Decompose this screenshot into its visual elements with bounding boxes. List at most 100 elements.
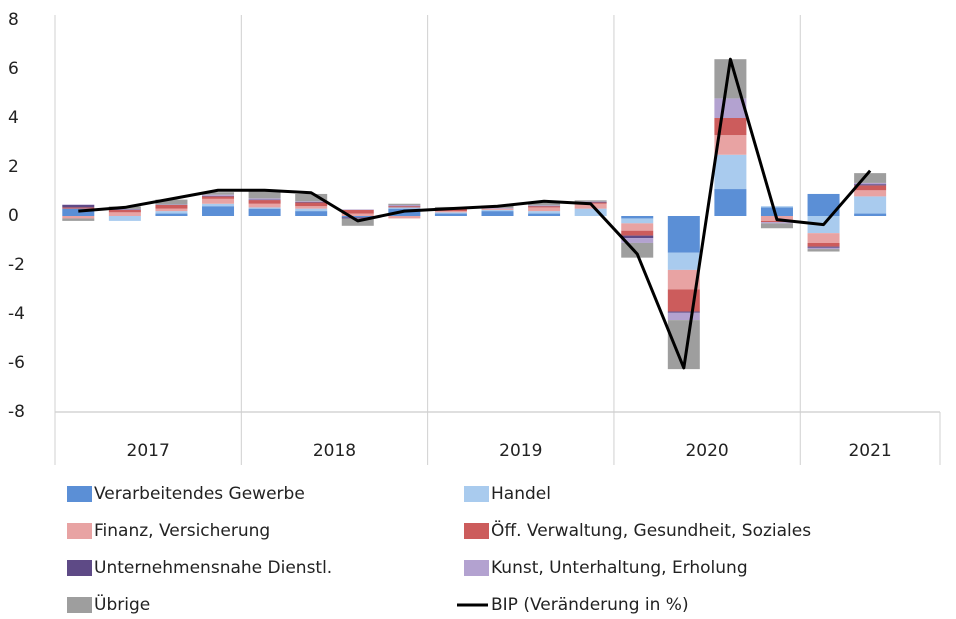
bar-segment [714, 154, 747, 190]
bar-segment [341, 213, 374, 216]
bar-segment [807, 233, 840, 243]
legend-swatch [464, 560, 489, 576]
bar-segment [714, 135, 747, 155]
bar-segment [341, 216, 374, 218]
line-series [78, 57, 872, 370]
y-tick-label: -6 [8, 353, 25, 373]
bar-segment [202, 196, 235, 199]
bar-segment [202, 192, 235, 195]
bar-segment [621, 223, 654, 231]
bar-segment [248, 203, 281, 208]
x-group-label: 2021 [848, 441, 891, 461]
bar-segment [621, 235, 654, 239]
bar-segment [807, 242, 840, 247]
bar-segment [760, 223, 793, 229]
bar-segment [854, 182, 887, 185]
x-group-label: 2017 [127, 441, 170, 461]
bar-segment [528, 202, 561, 206]
bar-segment [667, 311, 700, 313]
bar-segment [155, 213, 188, 216]
bar-segment [248, 208, 281, 216]
bar-segment [621, 238, 654, 243]
bar-segment [574, 203, 607, 209]
bar-segment [202, 198, 235, 204]
bar-segment [760, 222, 793, 224]
bar-segment [202, 203, 235, 207]
legend-label: Übrige [94, 593, 150, 615]
bar-segment [295, 202, 328, 207]
bar-segment [388, 206, 421, 208]
bar-segment [574, 200, 607, 202]
x-group-label: 2020 [685, 441, 728, 461]
bar-segment [760, 220, 793, 223]
bar-segment [807, 247, 840, 250]
bar-segment [388, 203, 421, 205]
legend-swatch [67, 486, 92, 502]
bar-segment [667, 312, 700, 321]
bar-segment [528, 213, 561, 216]
bar-segment [155, 204, 188, 209]
legend-label: Verarbeitendes Gewerbe [94, 484, 305, 504]
bar-segment [108, 209, 141, 213]
bar-segment [481, 208, 514, 210]
bar-segment [854, 213, 887, 216]
bar-segment [295, 206, 328, 209]
bar-segment [434, 211, 467, 213]
bar-segment [388, 216, 421, 219]
bar-segment [854, 196, 887, 214]
legend-label: Kunst, Unterhaltung, Erholung [491, 558, 748, 578]
legend-swatch [464, 523, 489, 539]
bar-segment [854, 190, 887, 197]
legend-label: Finanz, Versicherung [94, 521, 270, 541]
legend-swatch [67, 560, 92, 576]
bar-segment [388, 204, 421, 206]
bar-segment [62, 218, 95, 221]
bar-segment [155, 211, 188, 214]
bar-segment [202, 194, 235, 196]
bar-segment [388, 207, 421, 209]
bar-segment [341, 209, 374, 214]
bar-segment [714, 118, 747, 136]
bar-segment [528, 207, 561, 212]
bar-segment [807, 249, 840, 252]
bar-segment [62, 204, 95, 208]
bar-segment [434, 212, 467, 214]
y-tick-label: 4 [8, 108, 19, 128]
bar-segment [434, 213, 467, 216]
bar-segment [854, 184, 887, 186]
bar-segment [481, 211, 514, 216]
bar-segment [621, 230, 654, 236]
y-tick-label: 8 [8, 10, 19, 30]
bar-segment [528, 211, 561, 214]
bar-segment [248, 198, 281, 200]
bar-segment [528, 206, 561, 208]
bar-segment [62, 207, 95, 209]
y-tick-label: 2 [8, 157, 19, 177]
bar-segment [248, 207, 281, 209]
bar-segment [667, 269, 700, 290]
legend-label: BIP (Veränderung in %) [491, 595, 689, 615]
legend-swatch [67, 597, 92, 613]
bar-segment [714, 189, 747, 216]
legend-label: Handel [491, 484, 551, 504]
y-tick-label: -8 [8, 402, 25, 422]
bar-segment [155, 208, 188, 212]
bar-segment [62, 208, 95, 216]
bar-segment [481, 209, 514, 212]
y-tick-label: 6 [8, 59, 19, 79]
legend-label: Unternehmensnahe Dienstl. [94, 558, 332, 578]
bar-segment [854, 173, 887, 183]
bar-segment [574, 208, 607, 216]
y-tick-label: -4 [8, 304, 25, 324]
bar-segment [341, 217, 374, 219]
bar-segment [295, 201, 328, 203]
legend-swatch [464, 486, 489, 502]
bar-segment [108, 216, 141, 221]
bar-segment [481, 207, 514, 209]
bar-segment [807, 246, 840, 248]
bar-segment [295, 193, 328, 202]
bar-segment [62, 216, 95, 219]
bar-segment [202, 206, 235, 216]
y-tick-label: -2 [8, 255, 25, 275]
